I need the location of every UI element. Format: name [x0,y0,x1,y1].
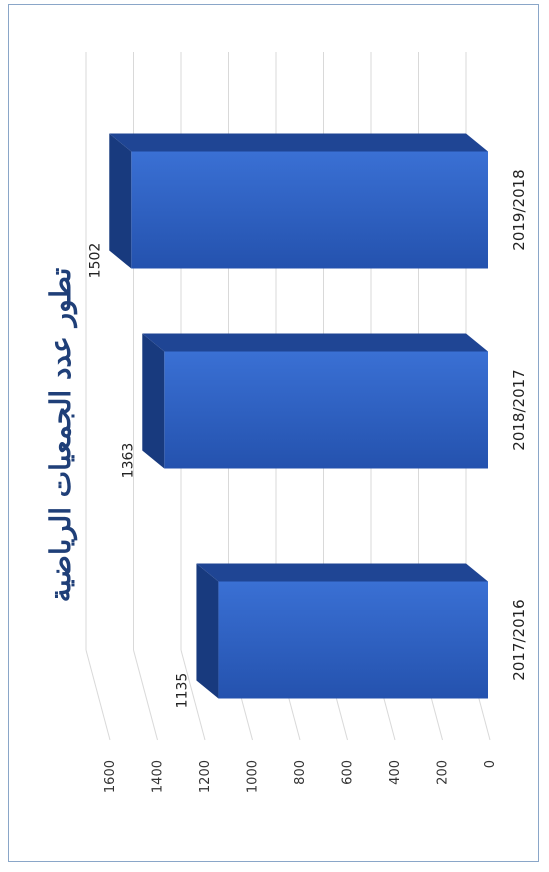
bar [164,351,488,469]
bar-cap [142,333,165,469]
tick-label: 1400 [151,760,166,793]
tick-label: 1200 [198,760,213,793]
tick-label: 1600 [103,760,118,793]
data-label: 1363 [120,443,136,479]
category-label: 2019/2018 [510,169,528,250]
tick-label: 600 [341,760,356,785]
data-label: 1502 [87,243,103,279]
category-label: 2018/2017 [510,369,528,450]
chart-title: تطور عدد الجمعيات الرياضية [44,267,78,602]
tick-label: 800 [293,760,308,785]
category-axis: 2017/2016 2018/2017 2019/2018 [510,169,528,680]
bar-side [109,133,489,152]
tick-label: 1000 [246,760,261,793]
bar [131,151,488,269]
bar-side [142,333,488,352]
bar [218,581,488,699]
bar-cap [196,563,219,699]
gridline-floor [180,649,206,741]
bar-cap [109,133,132,269]
gridline-floor [85,649,111,741]
gridline-floor [133,649,158,741]
tick-label: 400 [388,760,403,785]
bar-side [196,563,488,582]
tick-label: 0 [483,760,498,768]
value-axis: 0 200 400 600 800 1000 1200 1400 1600 [103,760,498,793]
data-label: 1135 [174,673,190,709]
category-label: 2017/2016 [510,599,528,680]
data-labels: 1135 1363 1502 [87,243,190,709]
bars [109,133,489,699]
tick-label: 200 [436,760,451,785]
